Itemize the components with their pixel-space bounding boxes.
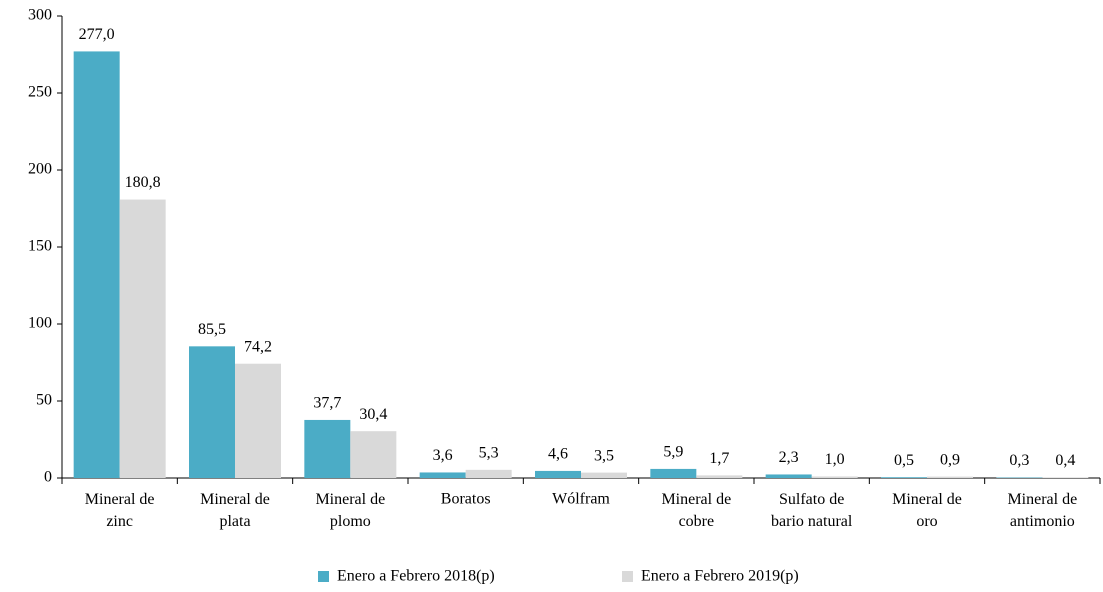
y-tick-label: 300 — [28, 7, 52, 24]
data-label: 30,4 — [359, 406, 387, 423]
x-tick-label: Sulfato de bario natural — [771, 491, 853, 530]
x-tick-label-line: oro — [916, 513, 937, 530]
legend-label: Enero a Febrero 2018(p) — [337, 568, 495, 585]
bar — [765, 474, 812, 478]
bar — [927, 476, 973, 478]
y-tick-label: 200 — [28, 161, 52, 178]
x-tick-label: Mineral de plomo — [315, 491, 385, 530]
bar — [304, 419, 351, 478]
x-tick-label-line: Mineral de — [85, 491, 155, 508]
data-label: 277,0 — [79, 26, 115, 43]
bar — [881, 477, 927, 478]
x-tick-label: Mineral de oro — [892, 491, 962, 530]
data-label: 3,6 — [433, 447, 453, 464]
x-tick-label-line: bario natural — [771, 513, 853, 530]
data-label: 0,9 — [940, 451, 960, 468]
y-tick-label: 250 — [28, 84, 52, 101]
legend-label: Enero a Febrero 2019(p) — [641, 568, 799, 585]
data-label: 74,2 — [244, 338, 272, 355]
data-label: 3,5 — [594, 447, 614, 464]
bar — [535, 470, 581, 478]
x-tick-label-line: Mineral de — [200, 491, 270, 508]
x-tick-label-line: Mineral de — [661, 491, 731, 508]
data-label: 1,7 — [709, 450, 729, 467]
bar — [696, 475, 743, 478]
data-label: 2,3 — [779, 449, 799, 466]
bar — [465, 469, 512, 478]
data-label: 5,9 — [663, 444, 683, 461]
data-label: 85,5 — [198, 321, 226, 338]
x-tick-label-line: Mineral de — [1007, 491, 1077, 508]
x-tick-label-line: plata — [219, 513, 250, 530]
data-label: 0,3 — [1009, 452, 1029, 469]
y-tick-label: 0 — [44, 469, 52, 486]
bar — [189, 346, 235, 478]
x-tick-label: Mineral de zinc — [85, 491, 155, 530]
bar — [811, 476, 858, 478]
data-label: 1,0 — [825, 451, 845, 468]
bar — [1042, 477, 1089, 478]
bar — [235, 363, 281, 478]
x-tick-label-line: zinc — [106, 513, 133, 530]
x-tick-label-line: plomo — [330, 513, 371, 530]
x-tick-label: Mineral de plata — [200, 491, 270, 530]
bar — [350, 431, 397, 478]
y-tick-label: 50 — [36, 392, 52, 409]
x-tick-label-line: Mineral de — [892, 491, 962, 508]
data-label: 4,6 — [548, 446, 568, 463]
x-tick-label: Wólfram — [552, 491, 610, 508]
legend-swatch — [622, 571, 633, 582]
bar — [73, 51, 120, 479]
data-label: 37,7 — [313, 395, 341, 412]
y-tick-label: 100 — [28, 315, 52, 332]
data-label: 5,3 — [479, 445, 499, 462]
x-tick-label-line: Sulfato de — [779, 491, 844, 508]
x-tick-label-line: antimonio — [1010, 513, 1075, 530]
x-tick-label-line: cobre — [679, 513, 715, 530]
bar — [119, 199, 166, 478]
data-label: 0,4 — [1055, 452, 1075, 469]
bar — [581, 472, 627, 478]
x-tick-label: Boratos — [441, 491, 491, 508]
bar — [419, 472, 466, 478]
x-tick-label-line: Mineral de — [315, 491, 385, 508]
y-tick-label: 150 — [28, 238, 52, 255]
x-tick-label: Mineral de antimonio — [1007, 491, 1077, 530]
data-label: 0,5 — [894, 452, 914, 469]
bar — [650, 468, 697, 478]
legend-swatch — [318, 571, 329, 582]
data-label: 180,8 — [125, 174, 161, 191]
x-tick-label: Mineral de cobre — [661, 491, 731, 530]
